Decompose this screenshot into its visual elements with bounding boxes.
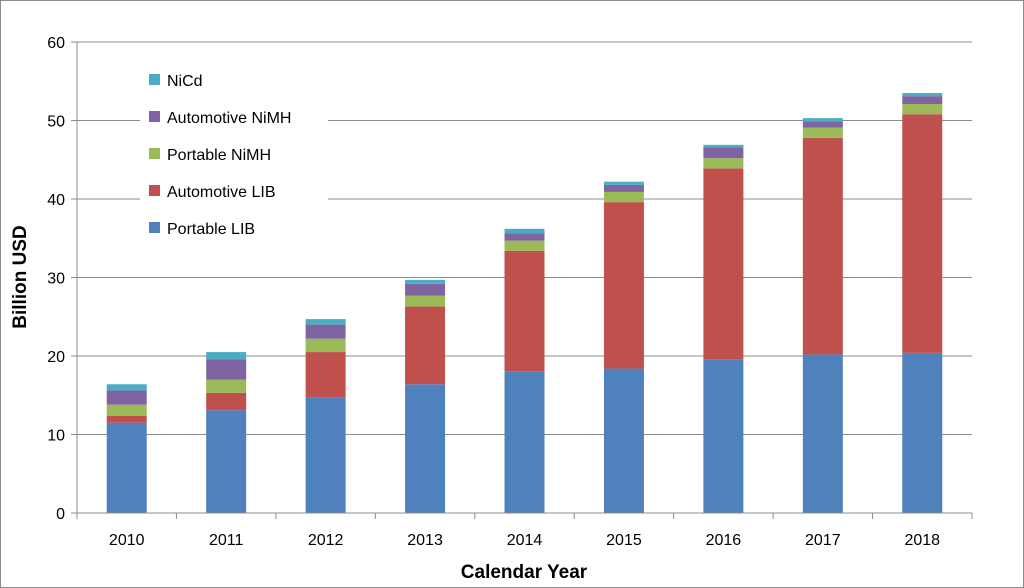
bar-segment-automotive-nimh [902, 96, 943, 105]
y-tick-label: 20 [47, 349, 65, 366]
legend-label: Automotive NiMH [167, 110, 291, 127]
legend-swatch [149, 222, 160, 233]
x-tick-label: 2012 [308, 532, 344, 549]
y-tick-labels: 0 10 20 30 40 50 60 [47, 35, 65, 523]
legend-label: Portable LIB [167, 221, 255, 238]
legend-swatch [149, 111, 160, 122]
y-tick-label: 30 [47, 271, 65, 288]
bar-segment-portable-nimh [504, 240, 545, 251]
x-tick-label: 2010 [109, 532, 145, 549]
bar-segment-automotive-nimh [405, 283, 446, 296]
bar-segment-automotive-nimh [603, 184, 644, 192]
bar-segment-nicd [405, 279, 446, 284]
y-tick-label: 60 [47, 35, 65, 52]
bar-segment-automotive-nimh [504, 233, 545, 241]
bar-segment-portable-lib [405, 384, 446, 513]
bar-segment-nicd [603, 181, 644, 185]
bar-segment-automotive-lib [504, 250, 545, 372]
bar-segment-portable-nimh [206, 379, 247, 393]
bar-segment-automotive-lib [703, 168, 744, 360]
bar-segment-nicd [106, 384, 147, 391]
bar-segment-automotive-lib [106, 415, 147, 423]
bar-segment-nicd [802, 118, 843, 122]
bar-segment-automotive-nimh [305, 324, 346, 339]
x-tick-label: 2014 [507, 532, 543, 549]
bar-segment-portable-lib [106, 422, 147, 513]
legend-label: Automotive LIB [167, 184, 276, 201]
bar-segment-portable-nimh [703, 158, 744, 169]
bar-segment-automotive-lib [405, 306, 446, 385]
legend-swatch [149, 74, 160, 85]
bar-segment-portable-nimh [405, 295, 446, 307]
y-tick-label: 10 [47, 428, 65, 445]
bar-segment-portable-lib [305, 397, 346, 513]
bar-segment-portable-nimh [902, 104, 943, 115]
x-tick-label: 2017 [805, 532, 841, 549]
bar-segment-portable-lib [703, 359, 744, 513]
y-tick-label: 50 [47, 114, 65, 131]
bar-segment-automotive-nimh [206, 359, 247, 380]
x-axis-title: Calendar Year [461, 562, 588, 583]
bar-segment-portable-lib [206, 410, 247, 513]
bar-segment-portable-nimh [305, 338, 346, 353]
bar-segment-automotive-lib [305, 352, 346, 398]
bar-segment-nicd [902, 93, 943, 97]
legend-background [140, 62, 328, 247]
x-tick-label: 2016 [706, 532, 742, 549]
bar-segment-automotive-lib [802, 137, 843, 355]
bar-segment-portable-lib [902, 352, 943, 513]
bar-segment-nicd [703, 144, 744, 148]
legend: NiCd Automotive NiMH Portable NiMH Automoti… [140, 62, 328, 247]
bar-segment-portable-nimh [603, 191, 644, 203]
legend-label: NiCd [167, 73, 203, 90]
x-tick-label: 2013 [407, 532, 443, 549]
bar-segment-automotive-nimh [802, 121, 843, 128]
y-axis-title: Billion USD [10, 225, 31, 328]
x-tick-label: 2015 [606, 532, 642, 549]
legend-swatch [149, 148, 160, 159]
x-tick-label: 2011 [209, 532, 244, 549]
legend-label: Portable NiMH [167, 147, 271, 164]
bar-segment-automotive-nimh [703, 147, 744, 159]
x-tick-label: 2018 [904, 532, 940, 549]
axes [76, 42, 973, 519]
bar-segment-portable-lib [603, 368, 644, 513]
legend-swatch [149, 185, 160, 196]
bar-segment-automotive-nimh [106, 390, 147, 405]
bar-segment-nicd [206, 352, 247, 360]
bar-segment-automotive-lib [603, 202, 644, 369]
bar-segment-automotive-lib [902, 114, 943, 353]
bar-segment-nicd [504, 228, 545, 234]
bar-segment-nicd [305, 319, 346, 325]
y-tick-label: 40 [47, 192, 65, 209]
bar-segment-portable-nimh [106, 404, 147, 416]
bar-segment-portable-nimh [802, 127, 843, 138]
bars [106, 93, 943, 513]
x-tick-labels: 2010 2011 2012 2013 2014 2015 2016 2017 2018 [109, 532, 940, 549]
y-tick-label: 0 [56, 506, 65, 523]
bar-segment-portable-lib [504, 371, 545, 513]
bar-segment-automotive-lib [206, 392, 247, 411]
bar-segment-portable-lib [802, 354, 843, 513]
